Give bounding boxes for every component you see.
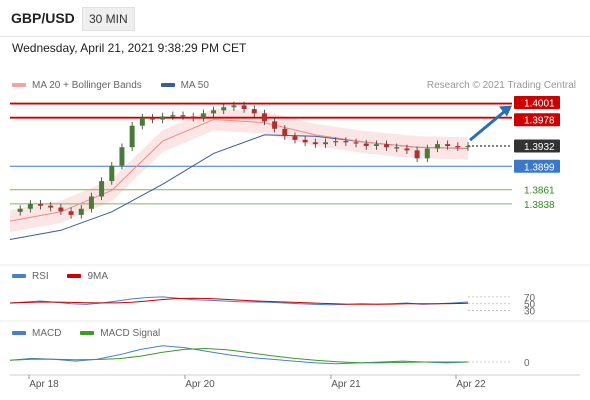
macd-swatch (12, 331, 26, 336)
candle-body (211, 110, 217, 114)
rsi-ma-line (9, 297, 469, 305)
level-label: 1.3838 (524, 200, 555, 211)
candle-body (261, 113, 267, 122)
macd-signal-swatch (80, 331, 95, 336)
rsi-swatch (12, 274, 26, 279)
candle-body (302, 139, 308, 143)
price-legend: MA 20 + Bollinger Bands MA 50 (12, 80, 225, 91)
candle-body (292, 136, 298, 140)
candle-body (333, 141, 339, 143)
candle-body (384, 144, 390, 148)
rsi-ma-swatch (67, 274, 82, 279)
candle-body (323, 142, 329, 145)
legend-rsi-ma-label: 9MA (87, 271, 109, 282)
level-label-box (514, 159, 560, 173)
rsi-level-label: 70 (524, 293, 536, 304)
candle-body (17, 208, 23, 212)
candle-body (221, 107, 227, 111)
candle-body (48, 205, 54, 208)
bollinger-band (10, 108, 468, 233)
candle-body (231, 105, 237, 108)
candle-body (160, 116, 166, 120)
level-label: 1.3932 (524, 142, 555, 153)
candle-body (119, 147, 125, 166)
candle-body (78, 208, 84, 215)
candle-body (445, 144, 451, 146)
level-label: 1.3978 (524, 116, 555, 127)
x-tick-label: Apr 22 (456, 379, 486, 390)
candle-body (99, 181, 105, 197)
candle-body (190, 116, 196, 118)
legend-ma50-label: MA 50 (180, 80, 209, 91)
candle-body (109, 165, 115, 182)
macd-legend: MACD MACD Signal (12, 328, 176, 339)
rsi-level-label: 50 (524, 300, 536, 311)
candle-body (373, 144, 379, 146)
level-label: 1.4001 (524, 99, 555, 110)
legend-ma20: MA 20 + Bollinger Bands (12, 80, 142, 91)
candle-body (424, 148, 430, 159)
candle-body (282, 128, 288, 137)
candle-body (200, 113, 206, 118)
projection-arrow-head (499, 105, 512, 117)
candle-body (455, 146, 461, 148)
x-tick-label: Apr 21 (331, 379, 361, 390)
candle-body (343, 141, 349, 143)
legend-rsi: RSI (12, 271, 49, 282)
macd-line (9, 345, 469, 365)
candle-body (88, 196, 94, 209)
legend-macd-signal: MACD Signal (80, 328, 160, 339)
candle-body (363, 143, 369, 146)
candle-body (180, 115, 186, 117)
instrument-symbol: GBP/USD (11, 10, 75, 26)
chart-datetime: Wednesday, April 21, 2021 9:38:29 PM CET (12, 41, 247, 55)
chart-header: GBP/USD 30 MIN (0, 0, 590, 37)
x-tick-label: Apr 20 (185, 379, 215, 390)
candle-body (465, 146, 471, 148)
legend-rsi-label: RSI (32, 271, 49, 282)
timeframe-button[interactable]: 30 MIN (82, 7, 135, 31)
legend-rsi-ma: 9MA (67, 271, 108, 282)
candle-body (58, 207, 64, 212)
candle-body (404, 148, 410, 151)
level-label-box (514, 113, 560, 127)
candle-body (170, 115, 176, 117)
legend-macd-label: MACD (32, 328, 62, 339)
candle-body (241, 105, 247, 110)
rsi-legend: RSI 9MA (12, 271, 124, 282)
level-label: 1.3899 (524, 162, 555, 173)
level-label-box (514, 139, 560, 153)
rsi-level-label: 30 (524, 307, 536, 318)
legend-ma50: MA 50 (160, 80, 209, 91)
candle-body (434, 144, 440, 149)
candle-body (149, 117, 155, 120)
level-label: 1.3861 (524, 186, 555, 197)
macd-signal-line (9, 347, 468, 364)
ma50-swatch (160, 83, 175, 88)
legend-macd-signal-label: MACD Signal (100, 328, 161, 339)
ma20-swatch (12, 83, 26, 88)
candle-body (414, 150, 420, 159)
legend-ma20-label: MA 20 + Bollinger Bands (32, 80, 142, 91)
macd-level-label: 0 (524, 358, 530, 369)
level-label-box (514, 96, 560, 110)
credit-text: Research © 2021 Trading Central (426, 80, 576, 91)
candle-body (129, 125, 135, 148)
candle-body (68, 211, 74, 215)
candle-body (353, 142, 359, 144)
ma20-line (9, 118, 469, 222)
x-tick-label: Apr 18 (29, 379, 59, 390)
candle-body (394, 147, 400, 149)
projection-arrow-shaft (469, 107, 509, 142)
candle-body (139, 117, 145, 126)
candle-body (272, 121, 278, 129)
candle-body (38, 203, 44, 206)
legend-macd: MACD (12, 328, 61, 339)
candle-body (251, 109, 257, 114)
candle-body (27, 203, 33, 209)
candle-body (312, 142, 318, 145)
